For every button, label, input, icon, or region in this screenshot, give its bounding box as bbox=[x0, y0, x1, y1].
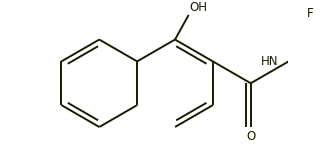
Text: HN: HN bbox=[261, 55, 278, 68]
Text: OH: OH bbox=[189, 1, 207, 14]
Text: O: O bbox=[246, 130, 255, 143]
Text: F: F bbox=[307, 7, 314, 20]
